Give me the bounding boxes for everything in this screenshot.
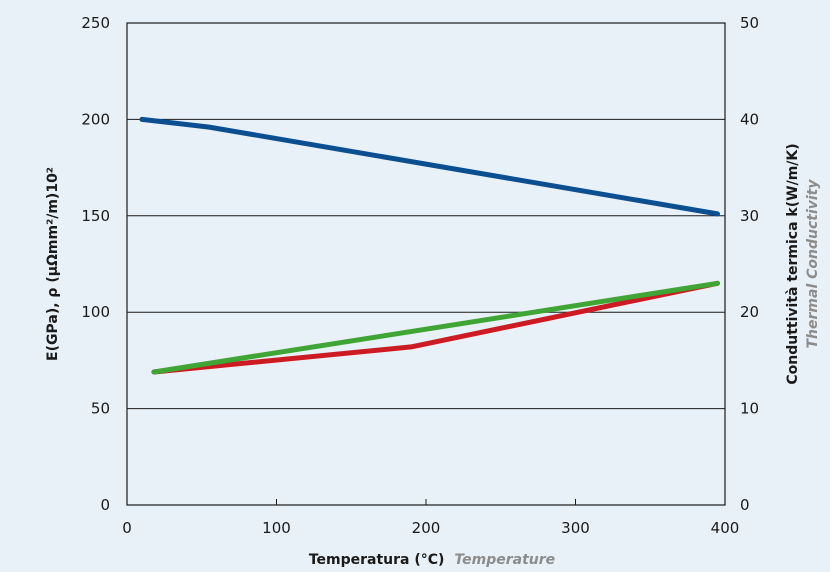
series-line — [139, 116, 720, 217]
plot-frame — [126, 22, 726, 506]
x-tick-label: 0 — [122, 519, 132, 537]
y-tick-label: 150 — [81, 207, 110, 225]
y2-axis-subtitle: Thermal Conductivity — [805, 179, 821, 349]
y2-tick-label: 40 — [740, 110, 759, 128]
y-axis-title: E(GPa), ρ (μΩmm²/m)10² — [45, 167, 61, 361]
x-tick-label: 300 — [561, 519, 590, 537]
series-lines — [139, 116, 720, 375]
x-tick-label: 400 — [711, 519, 740, 537]
y2-tick-label: 0 — [740, 496, 750, 514]
y2-tick-label: 50 — [740, 14, 759, 32]
y2-axis-title: Conduttività termica k(W/m/K) — [785, 143, 801, 384]
y-tick-label: 50 — [91, 400, 110, 418]
y-tick-label: 0 — [100, 496, 110, 514]
grid-lines — [126, 118, 726, 505]
series-line — [151, 280, 720, 375]
y2-tick-label: 20 — [740, 303, 759, 321]
tick-labels: 0 50 100 150 200 250 0 10 20 30 40 50 0 100 200 300 400 — [81, 14, 759, 537]
x-axis-subtitle: Temperature — [454, 552, 555, 568]
series-line — [151, 280, 720, 375]
x-tick-label: 100 — [262, 519, 291, 537]
x-axis-title-line: Temperatura (°C) Temperature — [309, 551, 555, 568]
x-axis-title: Temperatura (°C) — [309, 552, 445, 568]
y2-tick-label: 30 — [740, 207, 759, 225]
y-tick-label: 250 — [81, 14, 110, 32]
y-tick-label: 200 — [81, 110, 110, 128]
y2-tick-label: 10 — [740, 400, 759, 418]
x-tick-label: 200 — [412, 519, 441, 537]
y-tick-label: 100 — [81, 303, 110, 321]
